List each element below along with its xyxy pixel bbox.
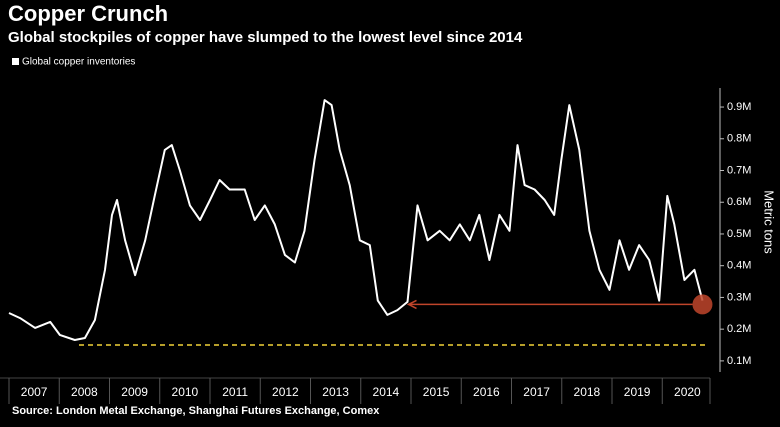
source-note: Source: London Metal Exchange, Shanghai … [12, 405, 380, 417]
chart-subtitle: Global stockpiles of copper have slumped… [8, 29, 523, 46]
x-tick-label: 2012 [272, 385, 299, 399]
y-tick-label: 0.8M [727, 133, 751, 145]
y-tick-label: 0.5M [727, 228, 751, 240]
y-tick-label: 0.9M [727, 101, 751, 113]
y-tick-label: 0.7M [727, 164, 751, 176]
x-tick-label: 2007 [21, 385, 48, 399]
y-tick-label: 0.6M [727, 196, 751, 208]
x-tick-label: 2013 [322, 385, 349, 399]
legend-label: Global copper inventories [22, 57, 135, 68]
series-line [8, 99, 704, 341]
y-tick-label: 0.2M [727, 323, 751, 335]
x-tick-label: 2010 [172, 385, 199, 399]
x-tick-label: 2020 [674, 385, 701, 399]
x-tick-label: 2008 [71, 385, 98, 399]
legend-swatch [12, 58, 19, 65]
y-axis-label: Metric tons [762, 190, 777, 254]
x-tick-label: 2009 [121, 385, 148, 399]
x-tick-label: 2014 [373, 385, 400, 399]
x-tick-label: 2015 [423, 385, 450, 399]
x-tick-label: 2011 [222, 385, 248, 399]
x-tick-label: 2019 [624, 385, 651, 399]
chart-title: Copper Crunch [8, 1, 168, 26]
x-tick-label: 2017 [523, 385, 550, 399]
y-tick-label: 0.3M [727, 291, 751, 303]
x-tick-label: 2016 [473, 385, 500, 399]
x-tick-label: 2018 [574, 385, 601, 399]
y-tick-label: 0.1M [727, 355, 751, 367]
y-tick-label: 0.4M [727, 260, 751, 272]
highlight-circle [692, 294, 713, 315]
arrow-head [406, 299, 417, 310]
